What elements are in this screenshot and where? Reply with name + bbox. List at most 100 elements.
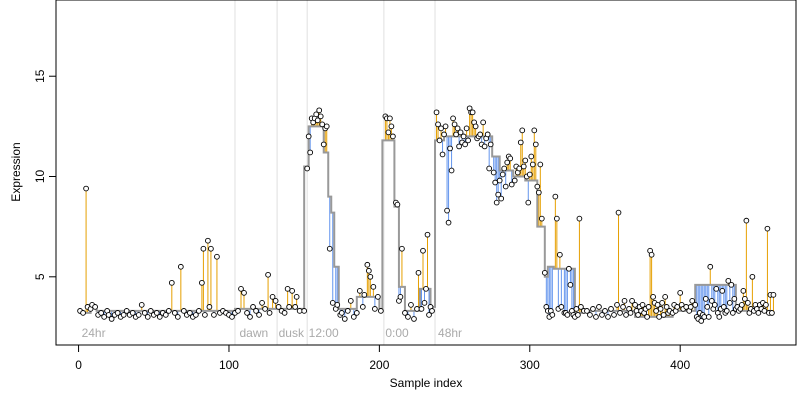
- data-point: [269, 294, 276, 300]
- data-point: [564, 312, 571, 318]
- phase-label: 0:00: [385, 326, 409, 340]
- data-point: [153, 310, 160, 316]
- data-point: [341, 316, 348, 322]
- data-point: [519, 127, 526, 134]
- data-point: [516, 165, 523, 172]
- data-point: [708, 298, 715, 304]
- data-point: [508, 181, 515, 188]
- data-point: [92, 304, 98, 310]
- data-point: [423, 285, 429, 292]
- data-point: [529, 161, 536, 168]
- data-point: [244, 310, 250, 316]
- data-point: [262, 306, 268, 312]
- data-point: [307, 149, 314, 156]
- data-point: [187, 310, 193, 316]
- data-point: [426, 312, 432, 318]
- fitted-step-line: [78, 125, 774, 318]
- data-point: [674, 304, 681, 310]
- data-point: [323, 123, 330, 130]
- data-point: [141, 310, 148, 316]
- data-point: [347, 298, 354, 304]
- data-point: [304, 165, 311, 172]
- data-point: [171, 310, 178, 316]
- data-point: [147, 308, 154, 314]
- data-point: [238, 285, 244, 292]
- data-point: [635, 312, 641, 318]
- data-point: [650, 294, 656, 300]
- data-point: [305, 133, 312, 140]
- x-tick-label: 0: [75, 358, 82, 372]
- data-point: [659, 300, 665, 306]
- data-point: [596, 304, 602, 310]
- data-point: [83, 185, 89, 192]
- phase-label: dusk: [279, 326, 305, 340]
- data-point: [193, 312, 199, 318]
- data-point: [534, 183, 541, 190]
- data-point: [435, 121, 441, 128]
- phase-labels: 24hr dawn dusk 12:00 0:00 48hr: [82, 326, 462, 340]
- data-point: [743, 217, 750, 224]
- data-point: [135, 312, 142, 318]
- data-point: [660, 312, 667, 318]
- y-axis: 5 10 15: [33, 69, 57, 280]
- data-point: [498, 195, 505, 202]
- data-point: [313, 111, 320, 118]
- data-point: [687, 304, 694, 310]
- data-point: [599, 312, 605, 318]
- data-point: [281, 310, 288, 316]
- data-points: [77, 105, 777, 324]
- data-point: [567, 281, 574, 288]
- data-point: [689, 298, 696, 304]
- data-point: [657, 306, 664, 312]
- data-point: [629, 298, 635, 304]
- data-point: [316, 107, 323, 114]
- data-point: [453, 131, 459, 138]
- data-point: [769, 310, 775, 316]
- data-point: [344, 308, 351, 314]
- data-point: [429, 308, 435, 314]
- y-tick-label: 15: [33, 69, 47, 83]
- data-point: [397, 294, 404, 300]
- data-point: [469, 109, 476, 116]
- data-point: [617, 310, 623, 316]
- data-point: [98, 310, 104, 316]
- data-point: [552, 193, 559, 200]
- data-point: [439, 151, 446, 158]
- data-point: [713, 285, 720, 292]
- data-point: [517, 139, 524, 146]
- data-point: [719, 287, 726, 294]
- data-point: [441, 131, 447, 138]
- data-point: [495, 191, 502, 198]
- data-point: [611, 312, 617, 318]
- data-point: [620, 304, 626, 310]
- data-point: [250, 304, 256, 310]
- data-point: [532, 141, 539, 148]
- y-axis-title: Expression: [9, 142, 23, 201]
- data-point: [235, 308, 241, 314]
- data-point: [648, 251, 655, 258]
- data-point: [504, 159, 511, 166]
- data-point: [196, 308, 202, 314]
- data-point: [421, 300, 428, 306]
- data-point: [165, 308, 172, 314]
- data-point: [367, 273, 374, 280]
- data-point: [698, 318, 705, 324]
- data-point: [448, 167, 455, 174]
- data-point: [457, 129, 464, 136]
- data-point: [501, 165, 508, 172]
- data-point: [465, 137, 471, 144]
- data-point: [487, 141, 494, 148]
- data-point: [174, 314, 181, 320]
- data-point: [520, 163, 527, 170]
- x-axis-title: Sample index: [390, 376, 463, 390]
- data-point: [739, 302, 745, 308]
- data-point: [480, 119, 487, 126]
- data-point: [492, 179, 499, 186]
- data-point: [442, 123, 449, 130]
- data-point: [101, 314, 107, 320]
- data-point: [627, 310, 634, 316]
- data-point: [420, 247, 426, 254]
- data-point: [359, 304, 366, 310]
- data-point: [275, 304, 282, 310]
- data-point: [507, 155, 514, 162]
